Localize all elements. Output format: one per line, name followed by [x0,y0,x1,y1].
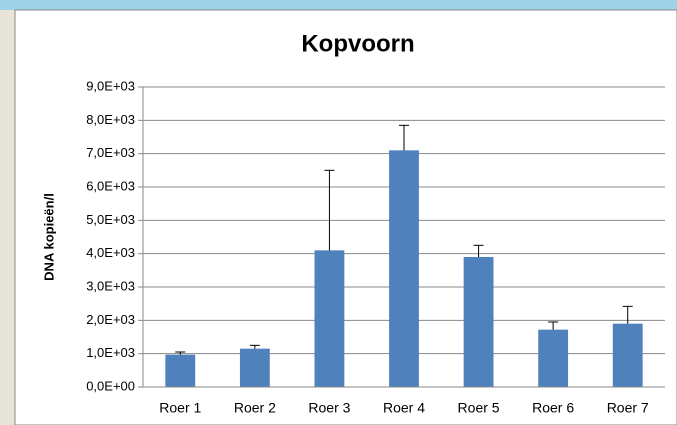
x-tick-label: Roer 5 [458,400,500,416]
x-tick-label: Roer 7 [607,400,649,416]
x-tick-label: Roer 2 [234,400,276,416]
x-tick-label: Roer 4 [383,400,425,416]
error-bar [175,351,186,355]
chart-title: Kopvoorn [301,30,414,57]
y-tick-label: 4,0E+03 [86,245,135,260]
y-tick-label: 8,0E+03 [86,112,135,127]
error-bar [548,321,559,330]
y-tick-label: 0,0E+00 [86,378,135,393]
error-bar [473,244,484,257]
bar [389,150,419,387]
y-tick-label: 1,0E+03 [86,345,135,360]
y-tick-label: 9,0E+03 [86,78,135,93]
error-bar [324,169,335,251]
y-tick-label: 6,0E+03 [86,178,135,193]
x-tick-label: Roer 1 [159,400,201,416]
error-bar [249,344,260,349]
window-frame [0,0,677,10]
bar [239,348,270,387]
bar [314,250,345,387]
x-tick-label: Roer 3 [308,400,350,416]
bar [463,257,494,387]
y-axis-label: DNA kopieën/l [41,193,56,281]
background-map [0,10,15,425]
bar [538,329,569,387]
y-tick-label: 3,0E+03 [86,278,135,293]
y-tick-label: 7,0E+03 [86,145,135,160]
bar [165,354,196,387]
y-tick-label: 5,0E+03 [86,212,135,227]
bar [612,323,643,387]
error-bar [622,305,633,324]
x-tick-label: Roer 6 [532,400,574,416]
y-tick-label: 2,0E+03 [86,312,135,327]
error-bar [399,124,409,151]
